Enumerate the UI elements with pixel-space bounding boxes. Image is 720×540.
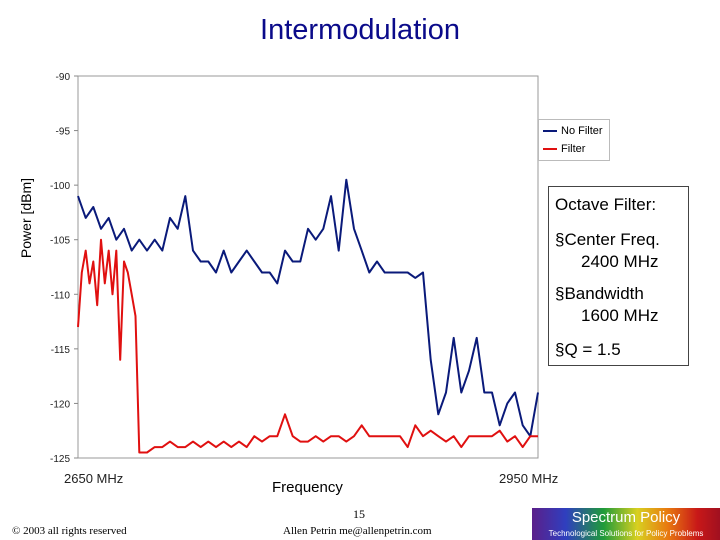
annotation-center-freq-value: 2400 MHz bbox=[581, 252, 659, 271]
page-number: 15 bbox=[353, 507, 365, 521]
annotation-bandwidth-value: 1600 MHz bbox=[581, 306, 659, 325]
copyright-text: © 2003 all rights reserved bbox=[12, 525, 127, 537]
series-line-no-filter bbox=[77, 178, 539, 438]
y-tick-label: -100 bbox=[50, 181, 70, 192]
logo-title: Spectrum Policy bbox=[571, 509, 681, 526]
legend-label-filter: Filter bbox=[561, 143, 586, 155]
legend-label-no-filter: No Filter bbox=[561, 125, 603, 137]
legend-entry-filter: Filter bbox=[543, 142, 585, 156]
y-tick-label: -110 bbox=[51, 290, 71, 301]
y-tick-label: -115 bbox=[51, 345, 71, 356]
spectrum-policy-logo: Spectrum Policy Technological Solutions … bbox=[532, 508, 720, 540]
annotation-center-freq-label: §Center Freq. bbox=[555, 230, 660, 249]
y-axis-label: Power [dBm] bbox=[18, 177, 34, 259]
y-tick-label: -105 bbox=[50, 236, 70, 247]
annotation-bandwidth-label: §Bandwidth bbox=[555, 284, 644, 303]
logo-tagline: Technological Solutions for Policy Probl… bbox=[548, 529, 704, 538]
series-line-filter bbox=[77, 238, 538, 454]
chart-legend: No Filter Filter bbox=[538, 119, 610, 161]
legend-entry-no-filter: No Filter bbox=[543, 124, 603, 138]
x-tick-label-2950: 2950 MHz bbox=[499, 471, 559, 486]
author-text: Allen Petrin me@allenpetrin.com bbox=[283, 525, 432, 537]
page-title: Intermodulation bbox=[260, 14, 460, 46]
x-axis-label: Frequency bbox=[272, 479, 343, 496]
y-tick-label: -120 bbox=[50, 399, 70, 410]
x-tick-label-2650: 2650 MHz bbox=[64, 471, 124, 486]
legend-swatch-filter bbox=[543, 148, 557, 150]
y-tick-label: -90 bbox=[56, 72, 71, 83]
filter-annotation-box: Octave Filter: §Center Freq. 2400 MHz §B… bbox=[548, 186, 689, 366]
y-tick-label: -125 bbox=[50, 454, 70, 465]
y-axis-label-wrap: Power [dBm] bbox=[8, 120, 44, 320]
annotation-heading: Octave Filter: bbox=[555, 195, 657, 214]
legend-swatch-no-filter bbox=[543, 130, 557, 132]
annotation-q-factor: §Q = 1.5 bbox=[555, 340, 621, 359]
plot-area bbox=[77, 75, 539, 459]
y-tick-label: -95 bbox=[56, 127, 71, 138]
